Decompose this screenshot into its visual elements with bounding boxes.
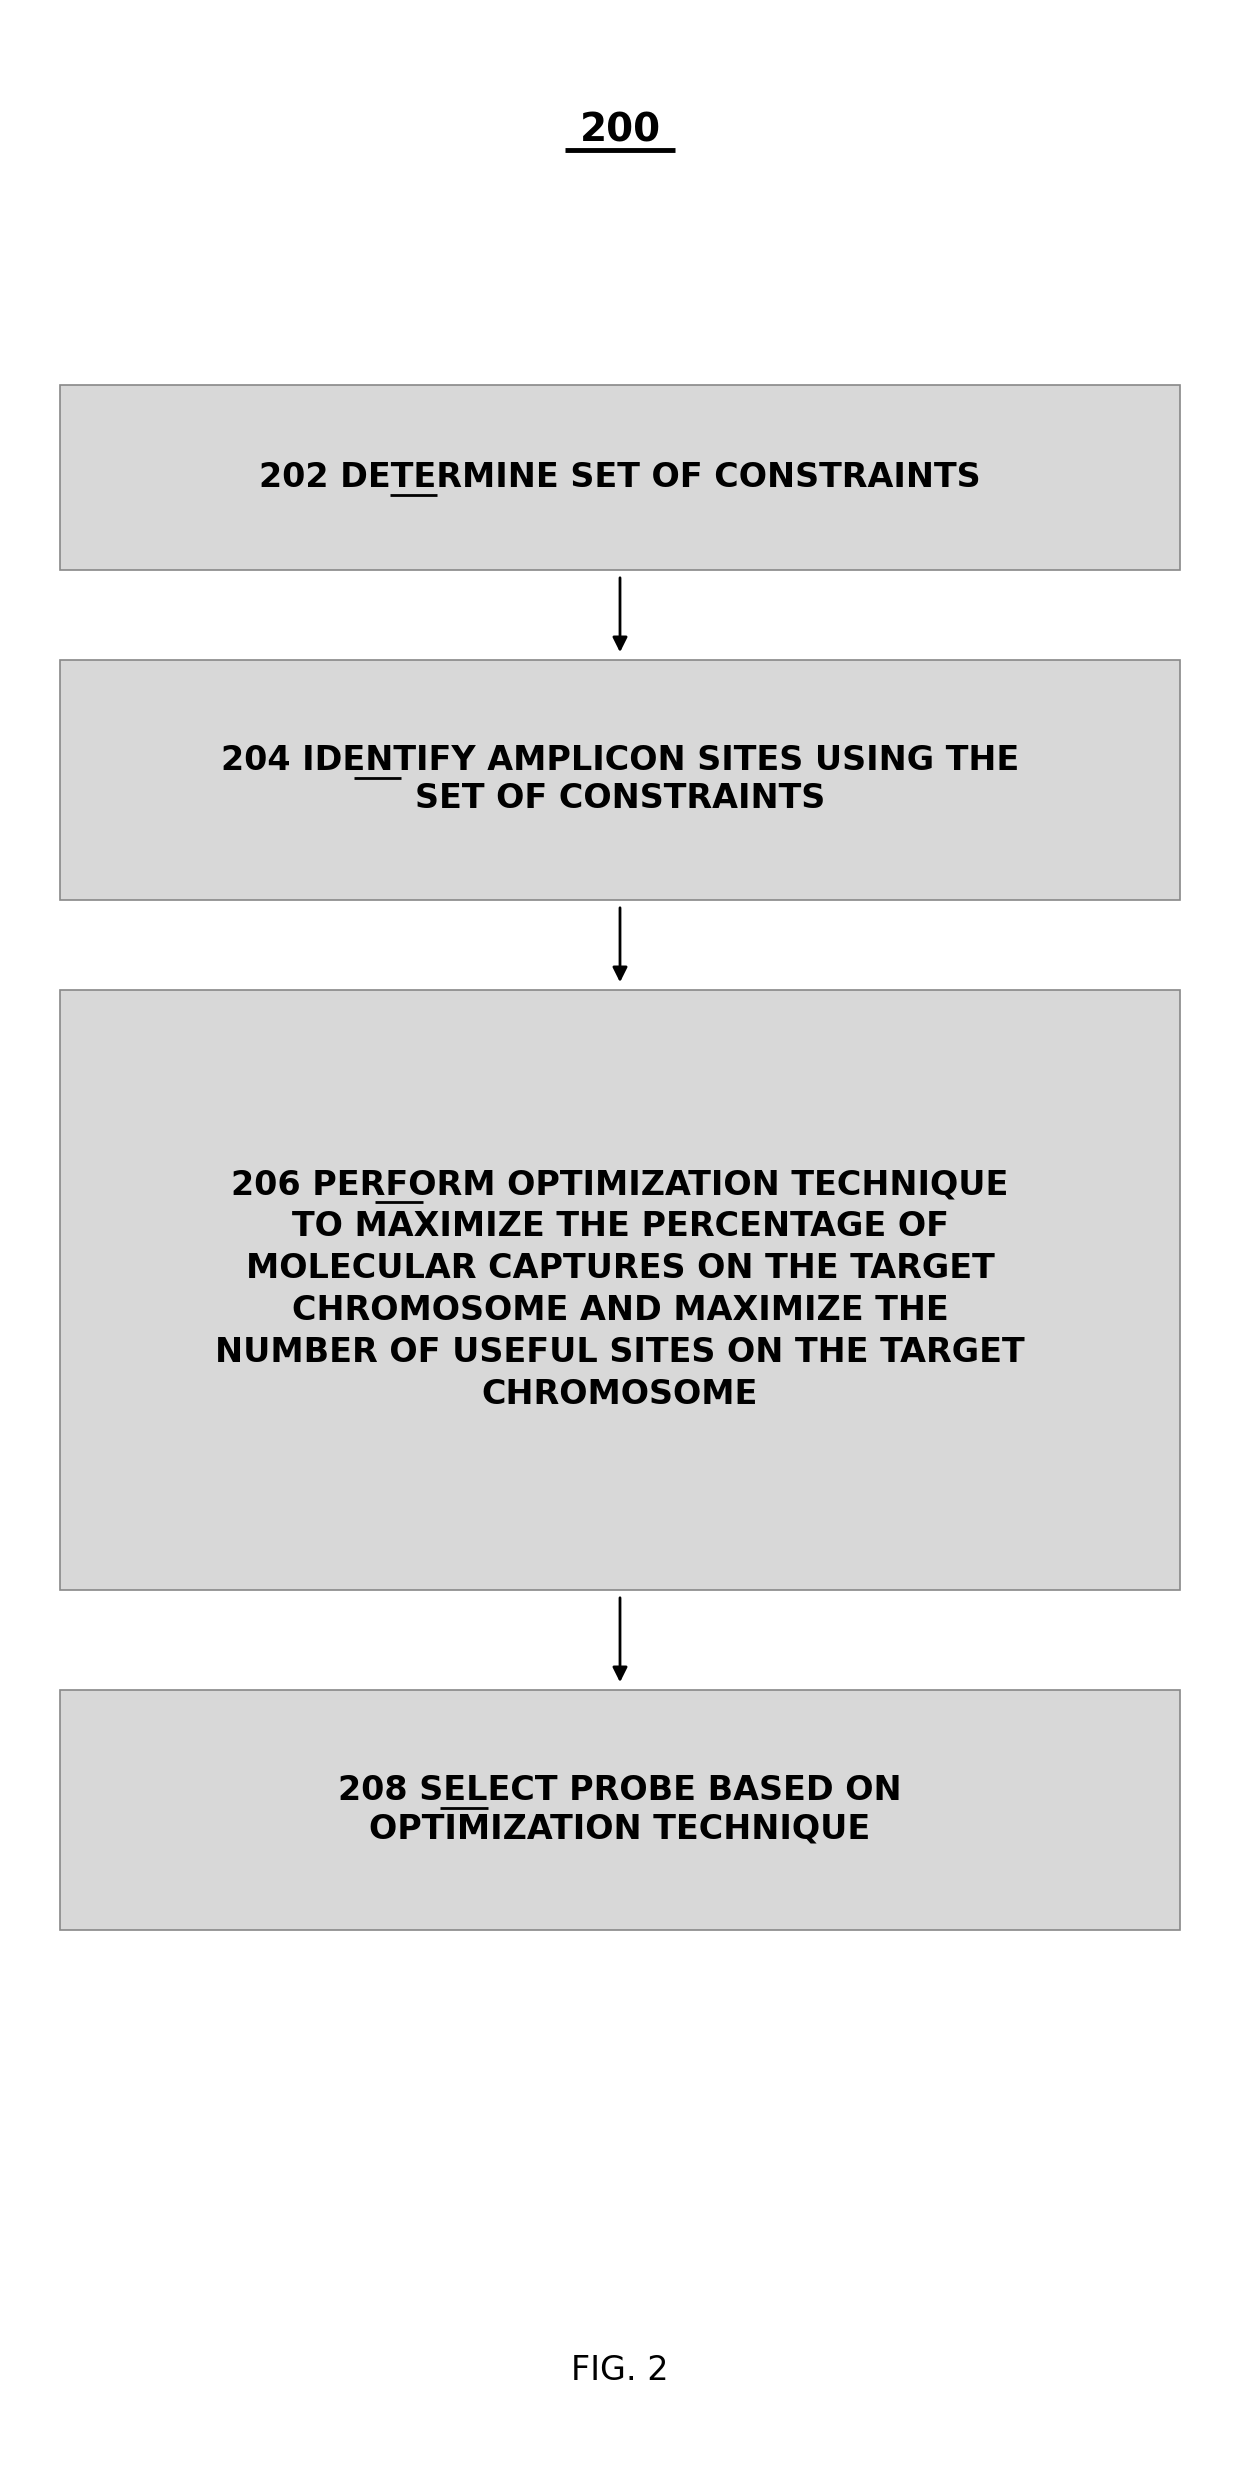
Text: 206 PERFORM OPTIMIZATION TECHNIQUE: 206 PERFORM OPTIMIZATION TECHNIQUE <box>232 1168 1008 1201</box>
Text: NUMBER OF USEFUL SITES ON THE TARGET: NUMBER OF USEFUL SITES ON THE TARGET <box>216 1338 1024 1370</box>
Text: FIG. 2: FIG. 2 <box>572 2354 668 2386</box>
Bar <box>60 1689 1180 1931</box>
Bar <box>60 386 1180 570</box>
Text: CHROMOSOME AND MAXIMIZE THE: CHROMOSOME AND MAXIMIZE THE <box>291 1295 949 1328</box>
Text: MOLECULAR CAPTURES ON THE TARGET: MOLECULAR CAPTURES ON THE TARGET <box>246 1253 994 1285</box>
Text: 208 SELECT PROBE BASED ON: 208 SELECT PROBE BASED ON <box>339 1774 901 1808</box>
Text: 202 DETERMINE SET OF CONSTRAINTS: 202 DETERMINE SET OF CONSTRAINTS <box>259 461 981 493</box>
Text: 204 IDENTIFY AMPLICON SITES USING THE: 204 IDENTIFY AMPLICON SITES USING THE <box>221 745 1019 777</box>
Bar <box>60 989 1180 1589</box>
Text: CHROMOSOME: CHROMOSOME <box>482 1378 758 1412</box>
Text: SET OF CONSTRAINTS: SET OF CONSTRAINTS <box>415 782 825 815</box>
Text: OPTIMIZATION TECHNIQUE: OPTIMIZATION TECHNIQUE <box>370 1813 870 1846</box>
Text: 200: 200 <box>579 112 661 149</box>
Bar <box>60 660 1180 899</box>
Text: TO MAXIMIZE THE PERCENTAGE OF: TO MAXIMIZE THE PERCENTAGE OF <box>291 1211 949 1243</box>
